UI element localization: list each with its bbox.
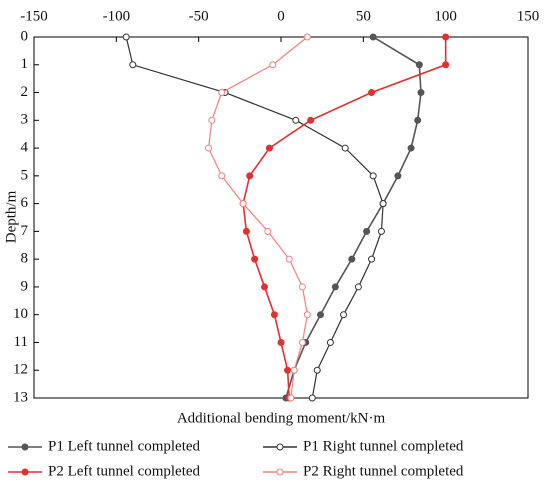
legend-marker (21, 468, 29, 476)
data-point (208, 116, 216, 124)
data-point (277, 338, 285, 346)
legend-label: P1 Right tunnel completed (303, 438, 464, 454)
data-point (331, 283, 339, 291)
x-tick-label: -100 (103, 8, 131, 24)
data-point (394, 172, 402, 180)
data-point (218, 89, 226, 97)
data-point (303, 311, 311, 319)
legend-label: P2 Right tunnel completed (303, 463, 464, 479)
data-point (377, 227, 385, 235)
y-tick-label: 2 (21, 84, 29, 100)
legend-label: P2 Left tunnel completed (48, 463, 201, 479)
data-point (303, 33, 311, 41)
data-point (285, 255, 293, 263)
data-point (218, 172, 226, 180)
data-point (298, 338, 306, 346)
data-point (369, 172, 377, 180)
data-point (341, 144, 349, 152)
data-point (407, 144, 415, 152)
data-point (415, 61, 423, 69)
data-point (317, 311, 325, 319)
y-axis-label: Depth/m (3, 190, 19, 243)
data-point (246, 172, 254, 180)
x-tick-label: 100 (434, 8, 457, 24)
data-point (326, 338, 334, 346)
data-point (122, 33, 130, 41)
data-point (368, 89, 376, 97)
y-tick-label: 13 (13, 389, 28, 405)
y-tick-label: 12 (13, 362, 28, 378)
data-point (308, 394, 316, 402)
y-tick-label: 6 (21, 195, 29, 211)
data-point (239, 200, 247, 208)
x-tick-label: 50 (356, 8, 371, 24)
data-point (292, 116, 300, 124)
data-point (270, 311, 278, 319)
data-point (242, 227, 250, 235)
data-point (340, 311, 348, 319)
data-point (368, 255, 376, 263)
data-point (417, 89, 425, 97)
y-tick-label: 4 (21, 140, 29, 156)
data-point (287, 394, 295, 402)
x-tick-label: -50 (189, 8, 209, 24)
series-line (207, 36, 308, 399)
data-point (264, 227, 272, 235)
data-point (313, 366, 321, 374)
legend-marker (276, 468, 284, 476)
data-point (442, 33, 450, 41)
y-tick-label: 11 (14, 334, 28, 350)
data-point (269, 61, 277, 69)
data-point (354, 283, 362, 291)
x-tick-label: 150 (517, 8, 540, 24)
data-point (284, 366, 292, 374)
y-tick-label: 3 (21, 112, 29, 128)
data-point (348, 255, 356, 263)
data-point (414, 116, 422, 124)
legend-label: P1 Left tunnel completed (48, 438, 201, 454)
y-tick-label: 8 (21, 251, 29, 267)
series-line (125, 36, 384, 399)
x-tick-label: 0 (277, 8, 285, 24)
data-point (307, 116, 315, 124)
y-tick-label: 5 (21, 167, 29, 183)
y-tick-label: 0 (21, 28, 29, 44)
x-tick-label: -150 (20, 8, 48, 24)
y-tick-label: 10 (13, 306, 28, 322)
data-point (379, 200, 387, 208)
data-point (129, 61, 137, 69)
legend-marker (276, 443, 284, 451)
data-point (205, 144, 213, 152)
data-point (363, 227, 371, 235)
series-line (242, 37, 447, 399)
data-point (369, 33, 377, 41)
series-line (285, 36, 422, 399)
data-point (261, 283, 269, 291)
y-tick-label: 1 (21, 56, 29, 72)
data-point (251, 255, 259, 263)
data-point (265, 144, 273, 152)
y-tick-label: 9 (21, 278, 29, 294)
legend-marker (21, 443, 29, 451)
x-axis-label: Additional bending moment/kN·m (177, 410, 386, 426)
y-tick-label: 7 (21, 223, 29, 239)
data-point (298, 283, 306, 291)
data-point (442, 61, 450, 69)
data-point (290, 366, 298, 374)
